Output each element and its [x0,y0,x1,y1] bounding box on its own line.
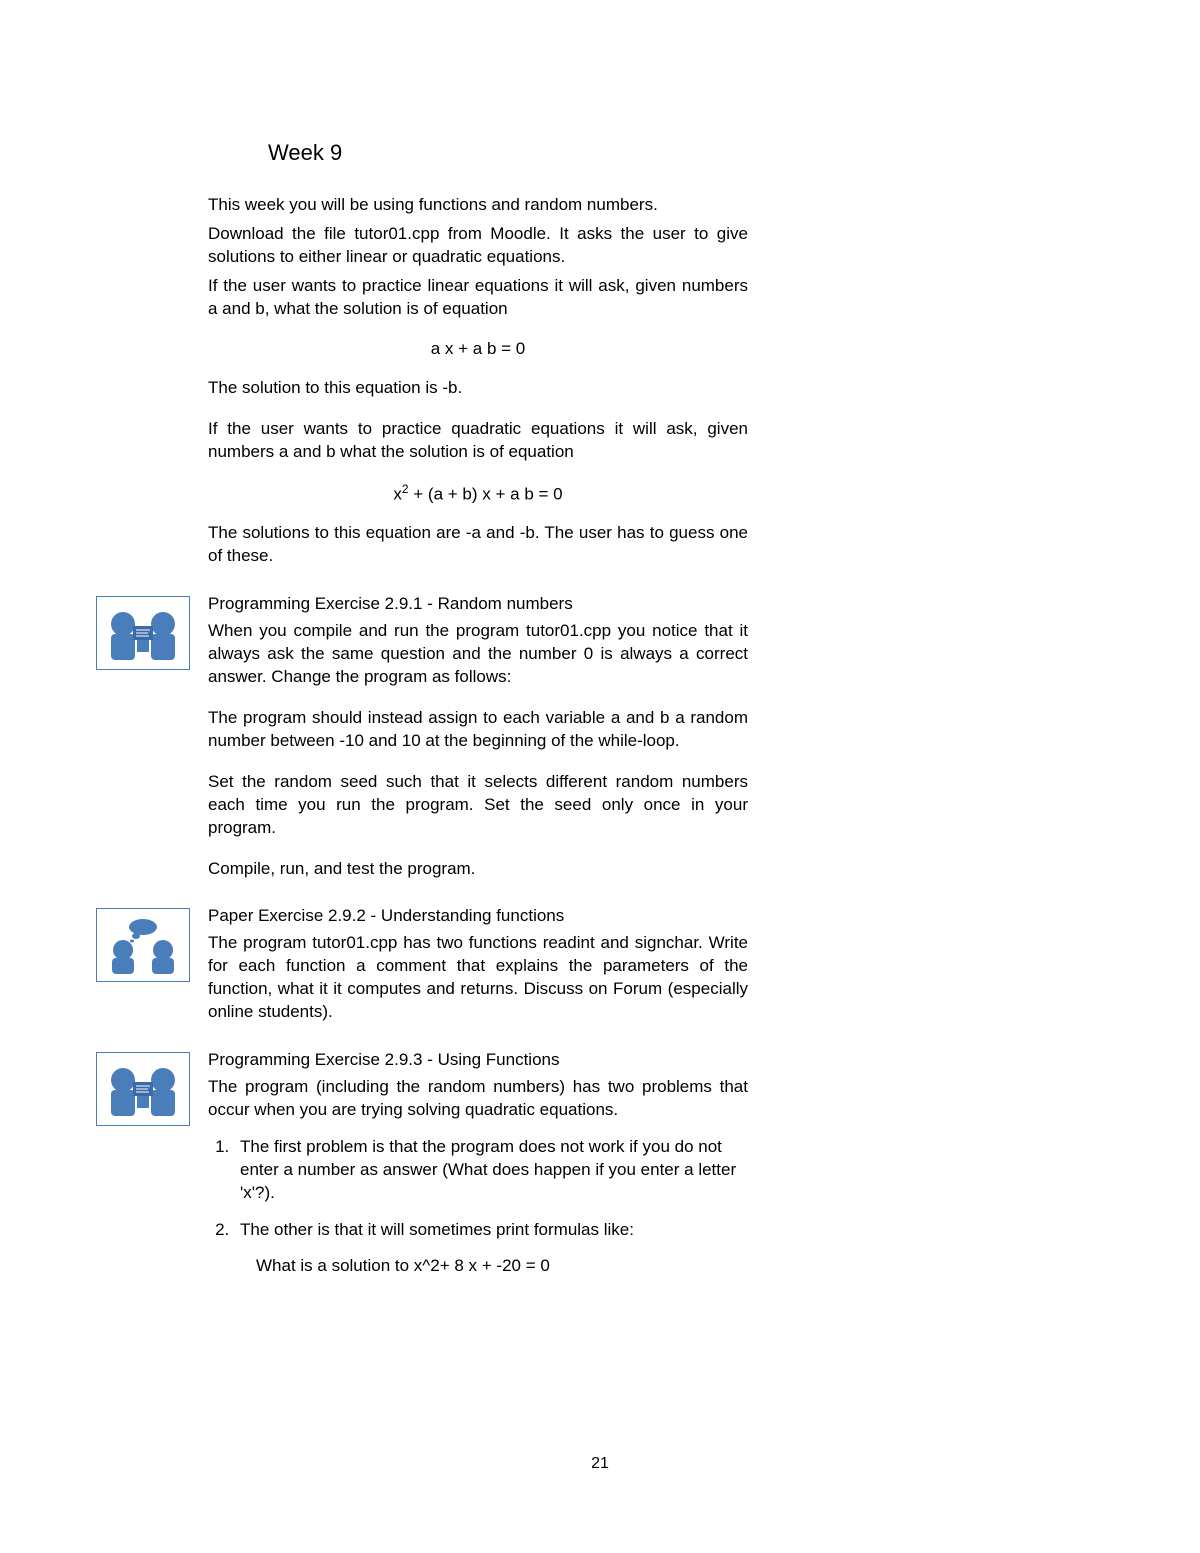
exercise-1-p1: When you compile and run the program tut… [208,620,748,689]
intro-paragraph-5: If the user wants to practice quadratic … [208,418,748,464]
linear-equation: a x + a b = 0 [208,339,748,359]
intro-paragraph-4: The solution to this equation is -b. [208,377,748,400]
exercise-3-title: Programming Exercise 2.9.3 - Using Funct… [208,1050,748,1070]
intro-paragraph-2: Download the file tutor01.cpp from Moodl… [208,223,748,269]
discussion-icon-box [96,908,190,982]
exercise-block-3: Programming Exercise 2.9.3 - Using Funct… [208,1050,748,1276]
intro-paragraph-6: The solutions to this equation are -a an… [208,522,748,568]
exercise-1-p3: Set the random seed such that it selects… [208,771,748,840]
page-number: 21 [0,1455,1200,1473]
exercise-2-title: Paper Exercise 2.9.2 - Understanding fun… [208,906,748,926]
pair-programming-icon-2 [103,1060,183,1118]
exercise-1-p4: Compile, run, and test the program. [208,858,748,881]
quadratic-equation: x2 + (a + b) x + a b = 0 [208,482,748,505]
programming-icon-box-2 [96,1052,190,1126]
eq2-superscript: 2 [402,482,409,496]
exercise-1-p2: The program should instead assign to eac… [208,707,748,753]
pair-programming-icon [103,604,183,662]
eq2-pre: x [393,484,402,503]
discussion-icon [103,916,183,974]
exercise-3-p1: The program (including the random number… [208,1076,748,1122]
exercise-3-item-2: The other is that it will sometimes prin… [234,1219,748,1242]
programming-icon-box [96,596,190,670]
exercise-1-title: Programming Exercise 2.9.1 - Random numb… [208,594,748,614]
exercise-block-2: Paper Exercise 2.9.2 - Understanding fun… [208,906,748,1024]
exercise-3-list: The first problem is that the program do… [208,1136,748,1242]
formula-example: What is a solution to x^2+ 8 x + -20 = 0 [256,1256,748,1276]
intro-paragraph-1: This week you will be using functions an… [208,194,748,217]
exercise-block-1: Programming Exercise 2.9.1 - Random numb… [208,594,748,880]
week-heading: Week 9 [268,140,748,166]
eq2-post: + (a + b) x + a b = 0 [409,484,563,503]
exercise-2-p1: The program tutor01.cpp has two function… [208,932,748,1024]
content-column: Week 9 This week you will be using funct… [208,140,748,1276]
intro-paragraph-3: If the user wants to practice linear equ… [208,275,748,321]
document-page: Week 9 This week you will be using funct… [0,0,1200,1553]
exercise-3-item-1: The first problem is that the program do… [234,1136,748,1205]
